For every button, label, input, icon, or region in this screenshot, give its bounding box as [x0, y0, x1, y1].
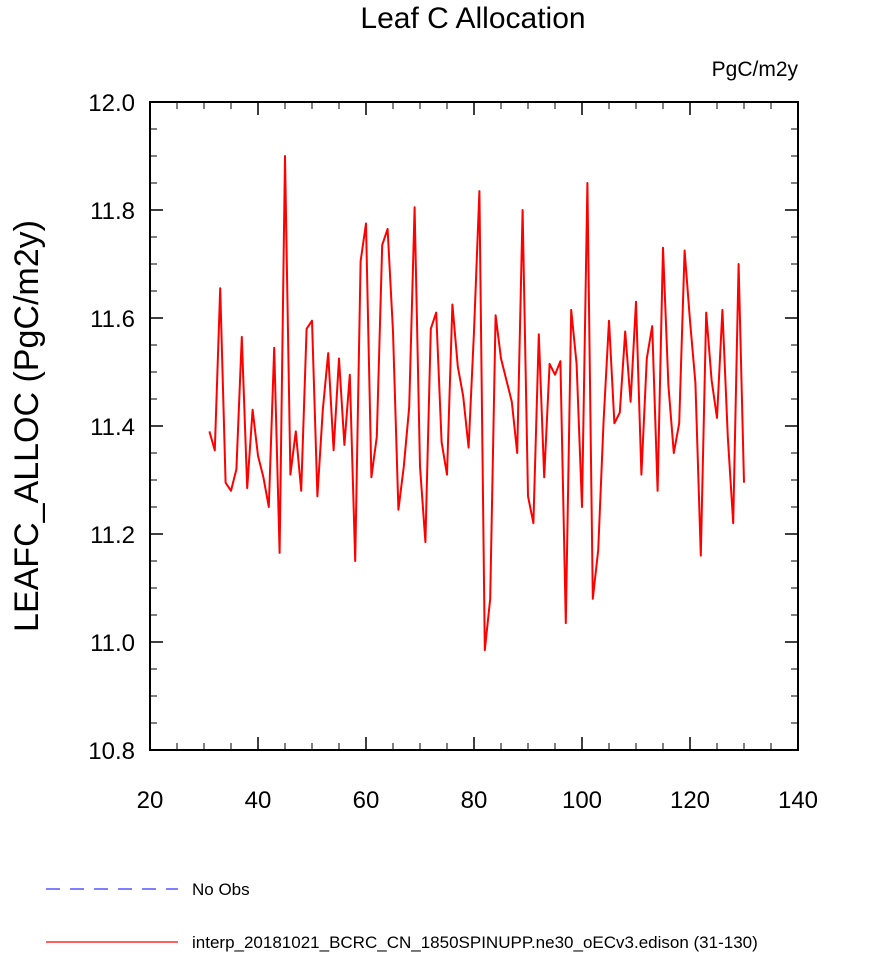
y-axis-label: LEAFC_ALLOC (PgC/m2y): [8, 220, 46, 632]
data-series: [208, 155, 745, 652]
y-tick-label: 11.8: [90, 198, 135, 225]
y-tick-label: 12.0: [88, 90, 135, 117]
x-tick-label: 100: [562, 787, 602, 814]
x-tick-label: 40: [245, 787, 272, 814]
y-tick-label: 11.4: [90, 414, 135, 441]
x-tick-label: 60: [353, 787, 380, 814]
x-tick-label: 140: [778, 787, 818, 814]
y-tick-label: 11.6: [90, 306, 135, 333]
plot-area-frame: [149, 101, 799, 751]
legend-label-no-obs: No Obs: [192, 880, 250, 899]
x-tick-label: 80: [461, 787, 488, 814]
series-line-1: [208, 155, 745, 652]
x-tick-label: 120: [670, 787, 710, 814]
units-label: PgC/m2y: [712, 58, 799, 81]
y-tick-label: 11.0: [90, 630, 135, 657]
y-tick-label: 10.8: [88, 738, 135, 765]
y-tick-label: 11.2: [90, 522, 135, 549]
legend: No Obs interp_20181021_BCRC_CN_1850SPINU…: [46, 880, 758, 952]
axis-tick-labels: 20 40 60 80 100 120 140 10.8 11.0 11.2 11.4 11.6 11.…: [88, 90, 818, 814]
chart-title: Leaf C Allocation: [360, 2, 585, 35]
axis-ticks: [149, 101, 799, 751]
x-tick-label: 20: [137, 787, 164, 814]
legend-label-model-run: interp_20181021_BCRC_CN_1850SPINUPP.ne30…: [192, 933, 758, 952]
